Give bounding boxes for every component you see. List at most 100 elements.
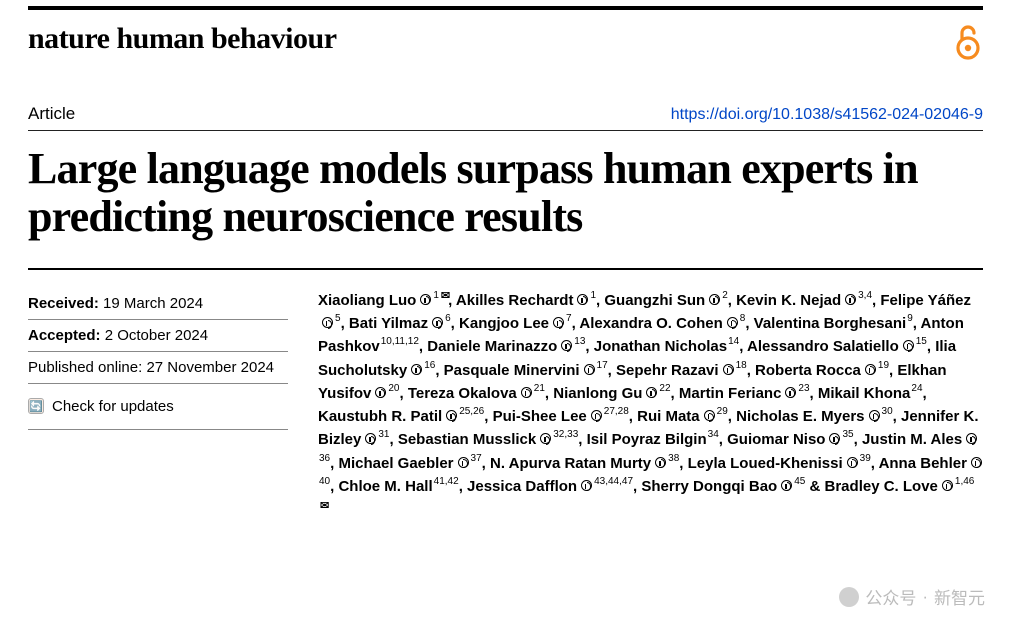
metadata-sidebar: Received: 19 March 2024 Accepted: 2 Octo… [28,288,288,523]
orcid-icon [704,410,715,421]
corresponding-mail-icon: ✉ [320,500,327,512]
author-affiliation: 32,33 [553,429,578,440]
author-affiliation: 18 [736,360,747,371]
watermark: 公众号 · 新智元 [839,584,985,609]
author: Guangzhi Sun [604,292,705,309]
author: Bradley C. Love [825,478,938,495]
orcid-icon [581,480,592,491]
author: Sebastian Musslick [398,431,536,448]
author: Xiaoliang Luo [318,292,416,309]
author-affiliation: 21 [534,383,545,394]
orcid-icon [865,364,876,375]
orcid-icon [420,294,431,305]
author: Alessandro Salatiello [747,338,899,355]
author: Sepehr Razavi [616,362,719,379]
author-affiliation: 1,46 [955,476,974,487]
author-affiliation: 7 [566,313,572,324]
author-affiliation: 24 [911,383,922,394]
orcid-icon [365,433,376,444]
orcid-icon [847,457,858,468]
author: Kangjoo Lee [459,315,549,332]
orcid-icon [577,294,588,305]
author: Kaustubh R. Patil [318,408,442,425]
orcid-icon [432,317,443,328]
article-type: Article [28,104,75,124]
author: Jessica Dafflon [467,478,577,495]
author-affiliation: 20 [388,383,399,394]
received-value: 19 March 2024 [103,295,203,312]
received-label: Received: [28,295,99,312]
received-row: Received: 19 March 2024 [28,288,288,320]
orcid-icon [942,480,953,491]
author: Martin Ferianc [679,385,782,402]
check-updates-button[interactable]: 🔄 Check for updates [28,384,288,415]
author: Mikail Khona [818,385,911,402]
author: Roberta Rocca [755,362,861,379]
author-affiliation: 38 [668,453,679,464]
author: N. Apurva Ratan Murty [490,455,651,472]
author-affiliation: 8 [740,313,746,324]
author-affiliation: 40 [319,476,330,487]
author-affiliation: 5 [335,313,341,324]
published-value: 27 November 2024 [146,359,274,376]
author-affiliation: 13 [574,336,585,347]
orcid-icon [971,457,982,468]
author-affiliation: 29 [717,406,728,417]
orcid-icon [845,294,856,305]
orcid-icon [709,294,720,305]
author-affiliation: 14 [728,336,739,347]
author: Tereza Okalova [408,385,517,402]
author-affiliation: 45 [794,476,805,487]
author: Rui Mata [637,408,700,425]
author-affiliation: 39 [860,453,871,464]
corresponding-mail-icon: ✉ [441,290,448,302]
orcid-icon [521,387,532,398]
author-list: Xiaoliang Luo1✉, Akilles Rechardt1, Guan… [318,288,983,523]
author: Guiomar Niso [727,431,825,448]
author-affiliation: 22 [659,383,670,394]
check-updates-label: Check for updates [52,398,174,415]
orcid-icon [458,457,469,468]
author-affiliation: 6 [445,313,451,324]
author: Anna Behler [879,455,967,472]
article-title: Large language models surpass human expe… [28,145,983,270]
author-affiliation: 27,28 [604,406,629,417]
accepted-value: 2 October 2024 [105,327,208,344]
orcid-icon [322,317,333,328]
author-affiliation: 17 [597,360,608,371]
author-affiliation: 3,4 [858,290,872,301]
watermark-source-text: 新智元 [934,584,985,609]
author: Sherry Dongqi Bao [641,478,777,495]
author-affiliation: 43,44,47 [594,476,633,487]
author: Nianlong Gu [553,385,642,402]
open-access-icon [953,22,983,62]
orcid-icon [411,364,422,375]
published-label: Published online: [28,359,142,376]
author-affiliation: 25,26 [459,406,484,417]
doi-link[interactable]: https://doi.org/10.1038/s41562-024-02046… [671,106,983,124]
orcid-icon [785,387,796,398]
accepted-label: Accepted: [28,327,101,344]
orcid-icon [646,387,657,398]
accepted-row: Accepted: 2 October 2024 [28,320,288,352]
author: Jonathan Nicholas [594,338,727,355]
author-affiliation: 31 [378,429,389,440]
orcid-icon [781,480,792,491]
orcid-icon [591,410,602,421]
author-affiliation: 34 [708,429,719,440]
author: Felipe Yáñez [880,292,971,309]
author-affiliation: 2 [722,290,728,301]
author: Pasquale Minervini [444,362,580,379]
author-affiliation: 16 [424,360,435,371]
author: Akilles Rechardt [456,292,574,309]
orcid-icon [903,340,914,351]
author-affiliation: 1 [433,290,439,301]
author: Isil Poyraz Bilgin [587,431,707,448]
author: Leyla Loued-Khenissi [688,455,843,472]
author: Daniele Marinazzo [427,338,557,355]
author-affiliation: 35 [842,429,853,440]
orcid-icon [723,364,734,375]
journal-name: nature human behaviour [28,22,337,56]
orcid-icon [655,457,666,468]
orcid-icon [561,340,572,351]
